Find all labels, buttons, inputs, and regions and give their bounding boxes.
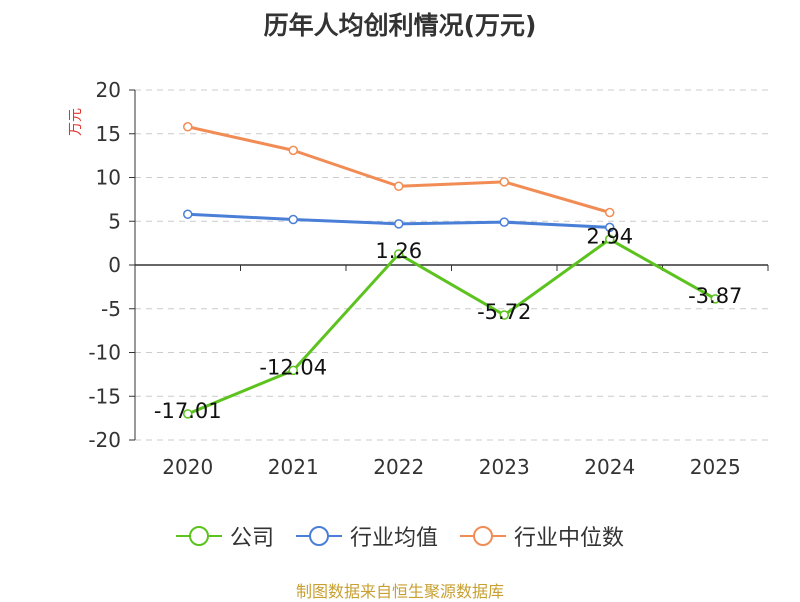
company-series-point[interactable] [288,365,298,376]
legend-marker-industry-median [460,526,506,546]
legend-label-industry-average: 行业均值 [349,526,438,551]
legend-label-company: 公司 [229,526,274,551]
legend-item-industry-average[interactable]: 行业均值 [295,520,438,552]
legend-item-industry-median[interactable]: 行业中位数 [460,520,624,552]
company-series-point[interactable] [710,294,720,304]
data-label: -12.04 [259,355,327,379]
axes: 20 15 10 5 0 -5 -10 -15 -20 2020 2021 2022 2023 2024 2… [88,78,769,479]
y-tick-label: -20 [88,428,121,452]
industry-average-series-point[interactable] [605,222,615,233]
data-labels: -17.01 -12.04 1.26 -5.72 2.94 -3.87 [154,224,743,423]
x-tick-label: 2023 [479,455,530,479]
industry-median-series-line [187,125,611,214]
industry-median-series-point[interactable] [183,122,193,132]
source-note: 制图数据来自恒生聚源数据库 [295,582,504,601]
x-tick-label: 2024 [584,455,635,479]
data-label: -5.72 [477,300,531,324]
y-tick-label: 5 [108,209,121,233]
company-series-point[interactable] [394,249,404,259]
legend-marker-company [175,526,222,546]
data-label: 2.94 [586,224,633,248]
industry-median-series-point[interactable] [605,207,615,218]
company-series-point[interactable] [605,234,615,245]
company-series-point[interactable] [183,409,193,419]
x-tick-label: 2021 [268,455,319,479]
x-tick-label: 2022 [373,455,424,479]
data-label: -3.87 [688,284,742,308]
series-layer [183,122,720,419]
legend-marker-industry-average [295,526,342,546]
data-label: -17.01 [154,399,222,423]
company-series-line [187,237,716,416]
y-tick-label: 15 [96,122,121,146]
industry-median-series-point[interactable] [499,177,509,187]
company-series-point[interactable] [499,310,509,320]
industry-median-series-point[interactable] [288,145,298,156]
legend-label-industry-median: 行业中位数 [514,526,625,551]
y-tick-label: -15 [88,384,121,408]
chart-title: 历年人均创利情况(万元) [263,11,537,40]
industry-average-series-point[interactable] [499,217,509,227]
industry-average-series-point[interactable] [183,209,193,219]
data-label: 1.26 [375,239,422,263]
y-tick-label: -10 [88,341,121,365]
y-tick-label: -5 [101,297,121,321]
legend-item-company[interactable]: 公司 [175,520,274,552]
legend: 公司 行业均值 行业中位数 [0,520,800,552]
y-tick-label: 0 [108,253,121,277]
x-tick-label: 2025 [690,455,741,479]
industry-average-series-point[interactable] [394,219,404,229]
industry-median-series-point[interactable] [394,181,404,191]
y-tick-label: 10 [96,166,121,190]
y-tick-label: 20 [96,78,121,102]
industry-average-series-point[interactable] [288,214,298,225]
x-tick-label: 2020 [162,455,213,479]
y-axis-label: 万元 [68,108,84,136]
